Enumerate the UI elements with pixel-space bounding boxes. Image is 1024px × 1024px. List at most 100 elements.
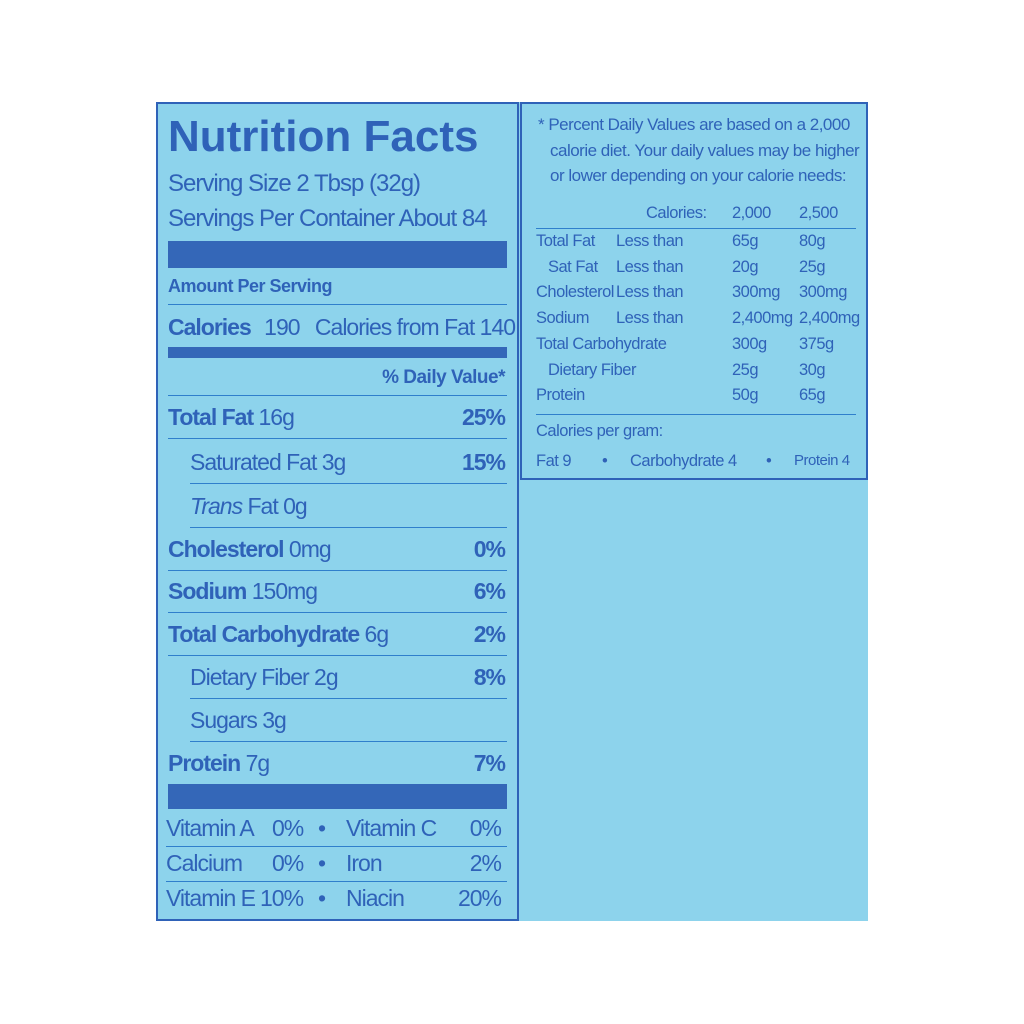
bullet-separator: • [318, 850, 326, 876]
nutrient-row-dietary-fiber: Dietary Fiber 2g 8% [190, 656, 507, 699]
daily-value-v2: 2,400mg [799, 309, 860, 328]
daily-value-v1: 20g [732, 257, 759, 276]
calories-2000-header: 2,000 [732, 204, 771, 222]
serving-size: Serving Size 2 Tbsp (32g) [168, 170, 421, 197]
daily-value-name: Sat Fat [548, 257, 598, 276]
vitamin-name: Vitamin A [166, 815, 255, 841]
amount-per-serving: Amount Per Serving [168, 276, 333, 296]
daily-value-qual: Less than [616, 283, 684, 302]
per-gram-protein: Protein 4 [794, 452, 850, 469]
daily-value-name: Sodium [536, 309, 589, 328]
nutrient-row-trans-fat: Trans Fat 0g [190, 485, 507, 528]
vitamin-name: Calcium [166, 850, 243, 876]
vitamin-name: Iron [346, 850, 383, 876]
bullet-separator: • [318, 885, 326, 911]
calories-from-fat: Calories from Fat 140 [314, 314, 516, 340]
vitamin-name: Vitamin C [346, 815, 437, 841]
per-gram-fat: Fat 9 [536, 452, 572, 470]
medium-divider [168, 347, 507, 358]
footnote-line: calorie diet. Your daily values may be h… [550, 140, 860, 160]
divider [168, 395, 507, 396]
nutrient-dv: 0% [473, 536, 506, 562]
nutrient-amount: 7g [245, 750, 271, 776]
per-gram-carbohydrate: Carbohydrate 4 [630, 452, 737, 470]
calories-label: Calories [168, 314, 252, 340]
daily-value-v1: 2,400mg [732, 309, 793, 328]
nutrient-row-saturated-fat: Saturated Fat 3g 15% [190, 441, 507, 484]
nutrient-amount: 0mg [288, 536, 332, 562]
footnote-line: or lower depending on your calorie needs… [550, 166, 847, 185]
vitamin-value: 20% [457, 885, 502, 911]
label-title: Nutrition Facts [168, 112, 479, 161]
divider [536, 414, 856, 415]
nutrient-amount: 6g [364, 621, 390, 647]
nutrient-amount: 2g [314, 664, 339, 690]
vitamin-value: 0% [272, 815, 304, 841]
daily-value-name: Total Carbohydrate [536, 334, 667, 353]
vitamin-value: 10% [260, 885, 304, 911]
nutrient-name: Total Carbohydrate [168, 621, 360, 647]
calories-2500-header: 2,500 [799, 204, 838, 222]
vitamin-value: 2% [469, 850, 502, 876]
nutrient-row-total-carbohydrate: Total Carbohydrate 6g 2% [168, 613, 507, 656]
daily-values-footnote-panel: * Percent Daily Values are based on a 2,… [520, 102, 868, 480]
vitamin-value: 0% [272, 850, 304, 876]
daily-value-v1: 25g [732, 360, 759, 379]
vitamin-name: Vitamin E [166, 885, 256, 911]
nutrient-row-protein: Protein 7g 7% [168, 742, 507, 784]
nutrient-name: Sugars [190, 707, 258, 733]
nutrient-name: Protein [168, 750, 241, 776]
nutrient-row-total-fat: Total Fat 16g 25% [168, 396, 507, 439]
footnote-line: * Percent Daily Values are based on a 2,… [538, 115, 850, 134]
daily-value-v2: 375g [799, 334, 834, 353]
vitamin-name: Niacin [346, 885, 405, 911]
nutrient-name: Cholesterol [168, 536, 285, 562]
vitamin-row: Vitamin E 10% • Niacin 20% [166, 882, 507, 916]
nutrient-dv: 25% [461, 404, 506, 430]
nutrient-name: Sodium [168, 578, 247, 604]
daily-value-v1: 300g [732, 334, 767, 353]
nutrient-dv: 2% [473, 621, 506, 647]
daily-value-v2: 25g [799, 257, 826, 276]
daily-value-qual: Less than [616, 257, 684, 276]
nutrient-row-sodium: Sodium 150mg 6% [168, 570, 507, 613]
bullet-separator: • [602, 452, 608, 470]
thick-divider [168, 241, 507, 268]
per-gram-label: Calories per gram: [536, 422, 663, 440]
daily-value-v1: 50g [732, 386, 759, 405]
daily-value-name: Dietary Fiber [548, 360, 636, 379]
nutrient-name: Trans [190, 493, 243, 519]
daily-value-name: Cholesterol [536, 283, 614, 302]
daily-value-header: % Daily Value* [382, 367, 505, 388]
vitamin-value: 0% [469, 815, 502, 841]
nutrient-name: Total Fat [168, 404, 254, 430]
daily-value-v2: 80g [799, 232, 826, 250]
calories-value: 190 [264, 314, 300, 340]
daily-value-v2: 65g [799, 386, 826, 405]
nutrient-amount: 3g [321, 449, 347, 475]
vitamin-row: Calcium 0% • Iron 2% [166, 847, 507, 882]
daily-value-v1: 65g [732, 232, 759, 250]
nutrient-amount: 150mg [251, 578, 318, 604]
divider [168, 304, 507, 305]
nutrient-row-cholesterol: Cholesterol 0mg 0% [168, 528, 507, 571]
nutrient-dv: 7% [473, 750, 506, 776]
daily-value-v2: 30g [799, 360, 826, 379]
nutrient-name: Dietary Fiber [190, 664, 310, 690]
daily-value-name: Protein [536, 386, 585, 405]
daily-value-v2: 300mg [799, 283, 847, 302]
nutrient-amount: 3g [262, 707, 287, 733]
daily-value-name: Total Fat [536, 232, 595, 250]
vitamin-row: Vitamin A 0% • Vitamin C 0% [166, 812, 507, 847]
nutrient-dv: 15% [461, 449, 506, 475]
nutrient-row-sugars: Sugars 3g [190, 699, 507, 742]
thick-divider [168, 784, 507, 809]
daily-value-v1: 300mg [732, 283, 780, 302]
footnote-text: * Percent Daily Values are based on a 2,… [538, 112, 860, 189]
bullet-separator: • [318, 815, 326, 841]
nutrient-dv: 6% [473, 578, 506, 604]
servings-per-container: Servings Per Container About 84 [168, 205, 488, 232]
nutrient-amount: 16g [258, 404, 295, 430]
nutrient-name: Saturated Fat [190, 449, 317, 475]
daily-value-qual: Less than [616, 232, 684, 250]
